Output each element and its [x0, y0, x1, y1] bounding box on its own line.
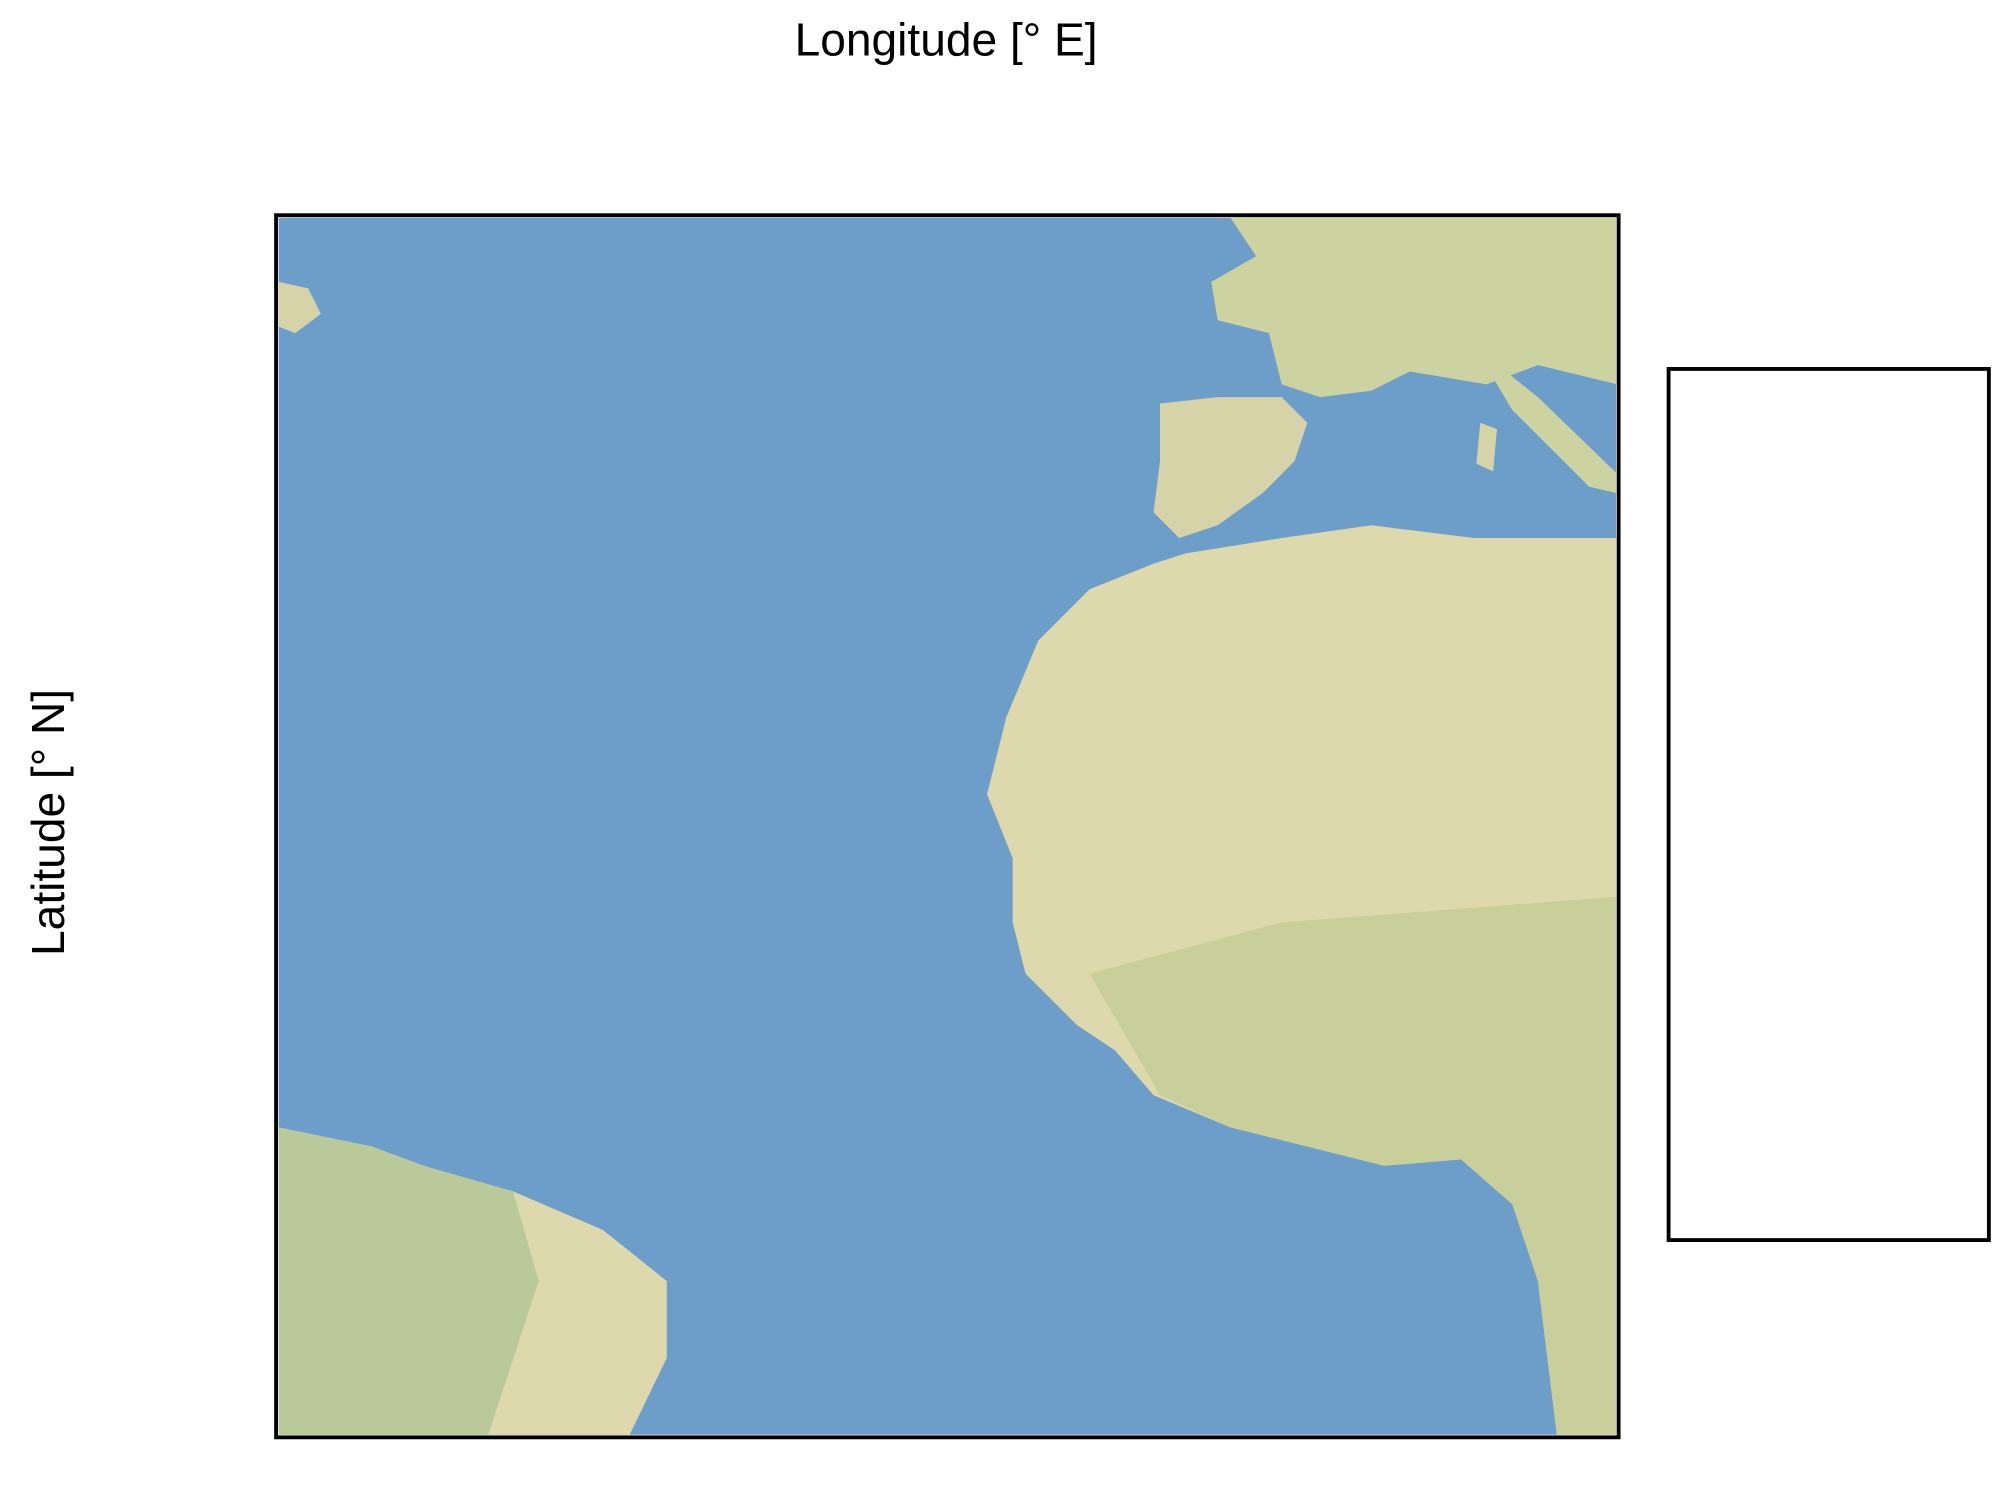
y-axis-label: Latitude [° N]: [22, 689, 74, 956]
plot-frame: [274, 213, 1621, 1440]
legend-box: [1666, 367, 1991, 1242]
x-axis-label: Longitude [° E]: [795, 14, 1098, 66]
map-background: [278, 217, 1617, 1435]
